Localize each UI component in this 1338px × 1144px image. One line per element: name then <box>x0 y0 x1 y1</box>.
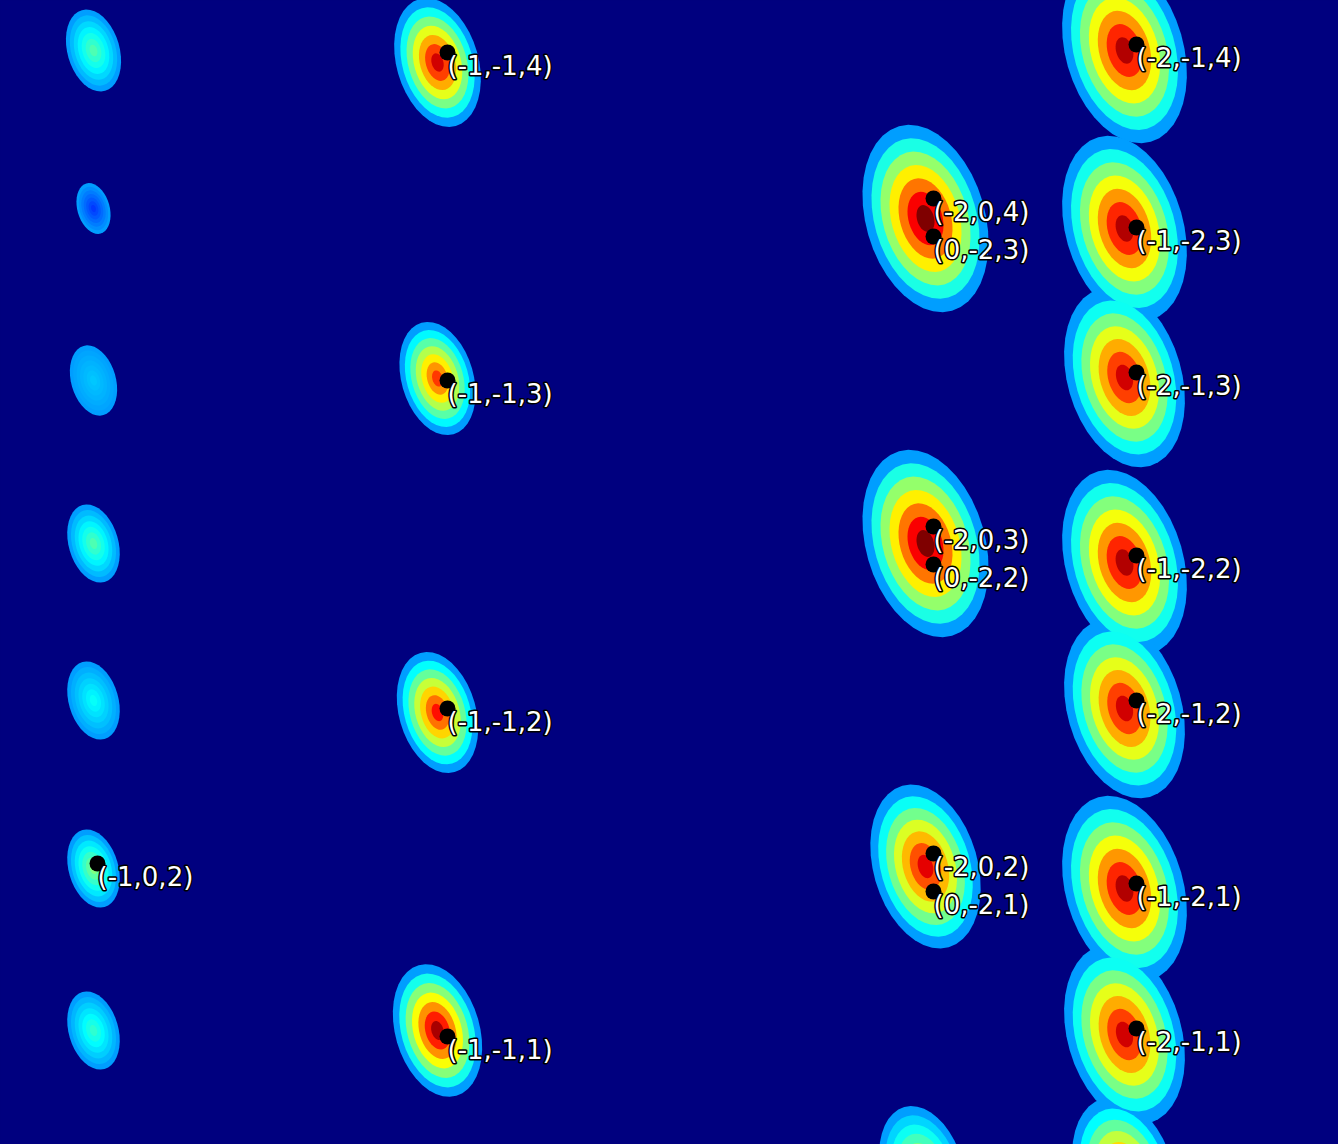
svg-text:(-1,0,2): (-1,0,2) <box>98 862 194 892</box>
svg-text:(0,-2,3): (0,-2,3) <box>934 235 1030 265</box>
svg-text:(-1,-1,4): (-1,-1,4) <box>448 51 553 81</box>
svg-text:(-1,-2,2): (-1,-2,2) <box>1137 554 1242 584</box>
svg-text:(-2,0,4): (-2,0,4) <box>934 197 1030 227</box>
svg-text:(-1,-2,3): (-1,-2,3) <box>1137 226 1242 256</box>
svg-text:(-2,-1,4): (-2,-1,4) <box>1137 43 1242 73</box>
svg-text:(-2,-1,1): (-2,-1,1) <box>1137 1027 1242 1057</box>
svg-text:(-2,0,3): (-2,0,3) <box>934 525 1030 555</box>
svg-text:(-2,0,2): (-2,0,2) <box>934 852 1030 882</box>
svg-text:(0,-2,1): (0,-2,1) <box>934 890 1030 920</box>
svg-text:(0,-2,2): (0,-2,2) <box>934 563 1030 593</box>
svg-text:(-1,-1,2): (-1,-1,2) <box>448 707 553 737</box>
svg-text:(-2,-1,2): (-2,-1,2) <box>1137 699 1242 729</box>
svg-text:(-1,-1,1): (-1,-1,1) <box>448 1035 553 1065</box>
svg-text:(-1,-2,1): (-1,-2,1) <box>1137 882 1242 912</box>
svg-text:(-2,-1,3): (-2,-1,3) <box>1137 371 1242 401</box>
svg-text:(-1,-1,3): (-1,-1,3) <box>448 379 553 409</box>
